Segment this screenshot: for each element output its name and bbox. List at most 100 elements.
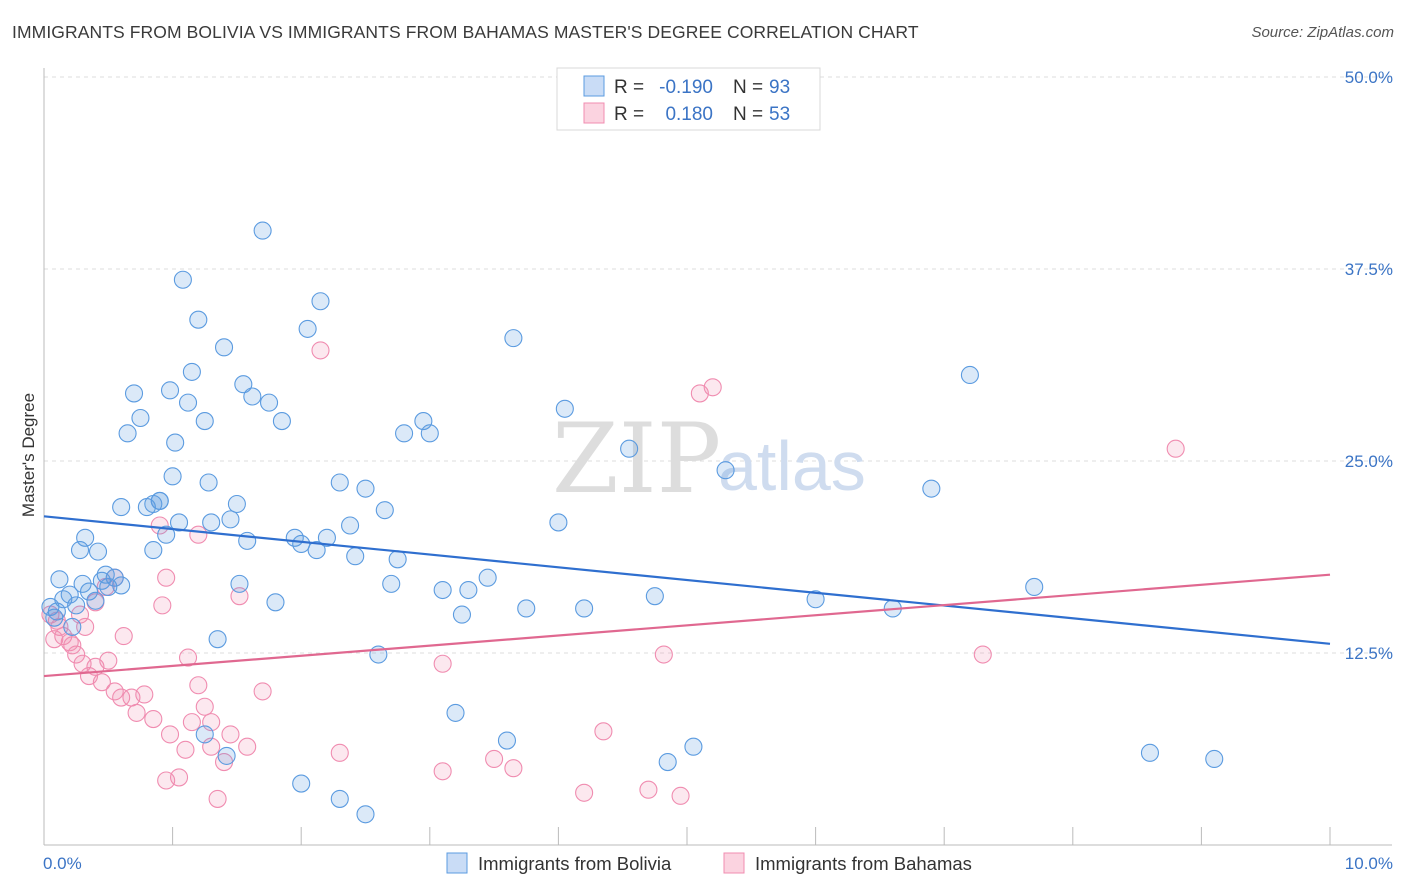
bahamas-point-25 xyxy=(150,516,169,535)
bahamas-point-16 xyxy=(76,617,95,636)
bahamas-points xyxy=(41,341,1185,808)
bolivia-point-12 xyxy=(45,608,64,627)
bolivia-point-56 xyxy=(311,292,330,311)
bolivia-point-77 xyxy=(549,513,568,532)
bolivia-point-30 xyxy=(163,467,182,486)
bahamas-point-43 xyxy=(330,743,349,762)
bolivia-point-80 xyxy=(620,439,639,458)
bolivia-point-53 xyxy=(292,534,311,553)
bolivia-point-20 xyxy=(118,424,137,443)
bolivia-point-60 xyxy=(346,547,365,566)
bolivia-point-61 xyxy=(356,479,375,498)
y-tick-label-3: 50.0% xyxy=(1345,68,1393,87)
bolivia-point-48 xyxy=(253,221,272,240)
legend-n-value-bahamas: 53 xyxy=(769,104,790,125)
bahamas-point-31 xyxy=(178,648,198,667)
bolivia-point-64 xyxy=(382,574,401,593)
bolivia-point-74 xyxy=(497,731,517,750)
bolivia-point-25 xyxy=(144,541,163,560)
bolivia-points xyxy=(41,221,1224,824)
bolivia-point-27 xyxy=(150,491,169,510)
bahamas-point-13 xyxy=(50,617,69,636)
bolivia-point-83 xyxy=(716,461,735,480)
trend-lines xyxy=(43,515,1331,678)
bahamas-point-56 xyxy=(1166,439,1185,458)
bahamas-point-20 xyxy=(114,627,133,646)
bolivia-point-95 xyxy=(356,805,375,824)
bolivia-point-73 xyxy=(478,568,497,587)
bolivia-point-70 xyxy=(446,703,465,722)
bolivia-point-51 xyxy=(272,412,291,431)
bottom-legend-bahamas: Immigrants from Bahamas xyxy=(755,853,972,874)
bolivia-point-42 xyxy=(221,510,240,529)
bolivia-point-87 xyxy=(960,365,979,385)
bahamas-point-27 xyxy=(157,568,176,587)
watermark-zip: ZIP xyxy=(552,403,721,515)
bahamas-point-49 xyxy=(594,722,613,741)
bolivia-point-47 xyxy=(243,387,262,406)
y-tick-label-1: 25.0% xyxy=(1345,452,1393,471)
bolivia-point-21 xyxy=(124,384,144,403)
bahamas-point-4 xyxy=(67,645,86,664)
bolivia-point-90 xyxy=(1205,749,1224,769)
bahamas-point-23 xyxy=(135,685,154,704)
bahamas-point-59 xyxy=(189,525,208,544)
bolivia-point-5 xyxy=(73,574,92,593)
bolivia-point-55 xyxy=(307,541,326,560)
bolivia-point-57 xyxy=(317,528,336,547)
bolivia-point-59 xyxy=(341,516,360,535)
bolivia-point-68 xyxy=(420,424,439,443)
bahamas-point-54 xyxy=(703,378,722,397)
bahamas-point-44 xyxy=(433,762,452,781)
watermark: ZIP atlas xyxy=(552,403,866,515)
bolivia-point-84 xyxy=(806,590,825,609)
bahamas-point-26 xyxy=(153,596,172,615)
grid-lines xyxy=(44,76,1392,654)
bahamas-point-58 xyxy=(157,771,176,790)
bolivia-point-44 xyxy=(230,574,249,593)
bolivia-point-18 xyxy=(96,565,115,584)
bolivia-point-17 xyxy=(88,542,108,561)
bahamas-point-14 xyxy=(63,636,82,655)
legend-r-value-bahamas: 0.180 xyxy=(665,104,713,125)
bahamas-point-36 xyxy=(208,789,227,808)
legend-r-label-bolivia: R = xyxy=(614,77,644,98)
y-axis-label: Master's Degree xyxy=(19,393,38,517)
bolivia-point-35 xyxy=(182,362,201,381)
bolivia-point-93 xyxy=(292,774,311,793)
bolivia-point-36 xyxy=(189,310,208,329)
bolivia-point-58 xyxy=(330,473,349,492)
bolivia-point-41 xyxy=(214,338,234,357)
bolivia-point-6 xyxy=(79,582,99,601)
bolivia-point-43 xyxy=(227,494,246,514)
series-legend: Immigrants from Bolivia Immigrants from … xyxy=(446,852,972,874)
bolivia-point-4 xyxy=(67,596,86,615)
bahamas-trend-line xyxy=(43,573,1331,678)
bolivia-point-54 xyxy=(298,319,317,338)
bahamas-point-46 xyxy=(485,749,504,769)
legend-n-label-bolivia: N = xyxy=(733,77,763,98)
bolivia-point-3 xyxy=(60,585,79,604)
bahamas-point-55 xyxy=(973,645,992,664)
bahamas-point-30 xyxy=(176,740,195,759)
bahamas-point-38 xyxy=(221,725,240,744)
bolivia-point-65 xyxy=(388,550,407,569)
bahamas-point-28 xyxy=(160,725,180,744)
bahamas-point-24 xyxy=(144,709,163,729)
bolivia-point-13 xyxy=(50,570,69,589)
bahamas-point-42 xyxy=(311,341,330,360)
bolivia-point-38 xyxy=(199,473,218,492)
bolivia-point-86 xyxy=(922,479,941,498)
bolivia-point-39 xyxy=(202,513,221,532)
bahamas-point-22 xyxy=(127,703,146,722)
legend-r-value-bolivia: -0.190 xyxy=(659,77,713,98)
bolivia-point-72 xyxy=(459,580,478,600)
bahamas-point-52 xyxy=(671,786,690,805)
bolivia-point-37 xyxy=(195,412,214,431)
bahamas-point-34 xyxy=(195,697,214,716)
chart-title: IMMIGRANTS FROM BOLIVIA VS IMMIGRANTS FR… xyxy=(12,22,919,42)
bahamas-point-48 xyxy=(575,783,594,802)
bolivia-point-32 xyxy=(169,513,189,532)
bolivia-point-76 xyxy=(517,599,536,618)
